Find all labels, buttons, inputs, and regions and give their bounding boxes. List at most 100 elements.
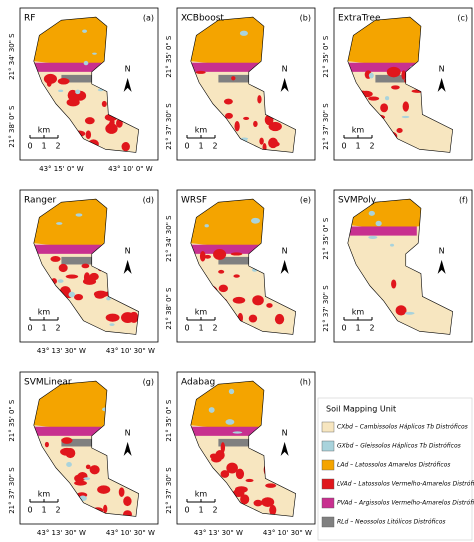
scale-label: 0	[27, 506, 32, 515]
soil-lvad	[85, 130, 92, 140]
latitude-label: 21° 37' 30" S	[8, 467, 16, 514]
legend-frame	[317, 397, 473, 541]
panel-letter: (g)	[143, 378, 154, 387]
soil-lvad	[224, 112, 233, 119]
panel-letter: (d)	[143, 196, 154, 205]
soil-lvad	[265, 483, 277, 488]
map-panel: XCBboost (b) Nkm 0 1 2 21° 35' 0" S 21° 37' 30"…	[165, 7, 316, 161]
scale-label: 0	[184, 142, 189, 151]
soil-rld	[61, 438, 103, 447]
map-outline	[347, 16, 454, 153]
soil-lvad	[204, 254, 211, 259]
soil-lvad	[74, 480, 87, 486]
soil-lvad	[269, 504, 277, 516]
legend-label: LAd – Latossolos Amarelos Distróficos	[337, 462, 450, 469]
soil-gxbd	[75, 213, 83, 217]
map-outline	[33, 16, 140, 153]
soil-lvad	[50, 256, 61, 262]
soil-lvad	[268, 121, 282, 132]
scale-label: 1	[198, 142, 203, 151]
soil-lvad	[245, 478, 254, 483]
legend-swatch	[321, 497, 335, 509]
soil-lvad	[253, 499, 263, 507]
scale-label: 2	[55, 506, 60, 515]
scale-label: 2	[369, 324, 374, 333]
soil-lvad	[368, 96, 380, 101]
soil-lvad	[226, 462, 238, 474]
soil-rld	[218, 74, 260, 83]
soil-lvad	[257, 95, 262, 104]
scale-label: 1	[41, 142, 46, 151]
soil-lvad	[234, 120, 240, 132]
scale-unit: km	[38, 308, 51, 317]
scale-unit: km	[195, 308, 208, 317]
latitude-label: 21° 35' 0" S	[322, 35, 330, 78]
legend-label: RLd – Neossolos Litólicos Distróficos	[337, 519, 446, 526]
legend-label: CXbd – Cambissolos Háplicos Tb Distrófic…	[337, 424, 468, 431]
legend-swatch	[321, 459, 335, 471]
soil-gxbd	[251, 217, 261, 224]
map-panel: RF (a) Nkm 0 1 2 21° 34' 30" S 21° 38' 0" S 43° …	[8, 7, 159, 173]
soil-gxbd	[404, 311, 415, 315]
scale-unit: km	[195, 126, 208, 135]
legend-swatch	[321, 440, 335, 452]
map-outline	[33, 198, 140, 335]
soil-lvad	[259, 137, 264, 145]
scale-label: 0	[341, 324, 346, 333]
scale-label: 0	[27, 324, 32, 333]
legend-swatch	[321, 478, 335, 490]
soil-gxbd	[390, 243, 395, 247]
north-arrow	[123, 77, 132, 92]
soil-gxbd	[75, 89, 81, 95]
soil-lvad	[386, 66, 401, 78]
panel-letter: (f)	[459, 196, 468, 205]
soil-pvad	[190, 426, 260, 436]
soil-lvad	[84, 117, 95, 125]
north-arrow	[123, 441, 132, 456]
soil-gxbd	[204, 224, 209, 228]
soil-lvad	[44, 441, 49, 448]
soil-lvad	[402, 101, 409, 112]
soil-lvad	[234, 486, 248, 493]
map-panel: SVMPoly (f) Nkm 0 1 2 21° 35' 0" S 21° 37' 30" …	[322, 189, 473, 343]
soil-lvad	[129, 311, 139, 323]
soil-gxbd	[92, 52, 97, 55]
latitude-label: 21° 35' 0" S	[8, 399, 16, 442]
scale-unit: km	[352, 126, 365, 135]
legend-label: LVAd – Latossolos Vermelho-Amarelos Dist…	[337, 481, 474, 488]
panel-title: WRSF	[181, 196, 207, 206]
soil-gxbd	[58, 89, 64, 92]
legend: Soil Mapping Unit CXbd – Cambissolos Hápl…	[317, 397, 474, 541]
soil-lvad	[240, 494, 250, 505]
longitude-label: 43° 13' 30" W	[37, 529, 86, 537]
north-arrow	[437, 259, 446, 274]
soil-gxbd	[368, 72, 374, 79]
longitude-label: 43° 15' 0" W	[39, 165, 84, 173]
scale-label: 0	[184, 506, 189, 515]
map-panel: Adabag (h) Nkm 0 1 2 21° 35' 0" S 21° 37' 30" S…	[165, 371, 316, 537]
soil-lvad	[252, 295, 264, 306]
soil-lvad	[220, 470, 230, 478]
soil-pvad	[347, 226, 417, 236]
soil-gxbd	[56, 222, 63, 225]
soil-lvad	[103, 504, 108, 514]
soil-lvad	[391, 279, 397, 289]
soil-lvad	[65, 274, 79, 279]
map-panel: SVMLinear (g) Nkm 0 1 2 21° 35' 0" S 21° 37' 30…	[8, 371, 159, 537]
map-outline	[33, 380, 140, 517]
scale-label: 2	[55, 142, 60, 151]
scale-unit: km	[195, 490, 208, 499]
soil-lvad	[105, 313, 120, 322]
longitude-label: 43° 13' 30" W	[194, 529, 243, 537]
soil-pvad	[190, 244, 260, 254]
soil-gxbd	[82, 29, 88, 33]
panel-title: RF	[24, 14, 35, 24]
soil-lvad	[81, 263, 90, 269]
scale-label: 1	[41, 324, 46, 333]
longitude-label: 43° 10' 30" W	[106, 529, 155, 537]
scale-label: 0	[184, 324, 189, 333]
north-label: N	[282, 64, 288, 73]
soil-gxbd	[68, 291, 76, 298]
soil-lvad	[243, 116, 250, 120]
soil-lvad	[235, 468, 245, 480]
